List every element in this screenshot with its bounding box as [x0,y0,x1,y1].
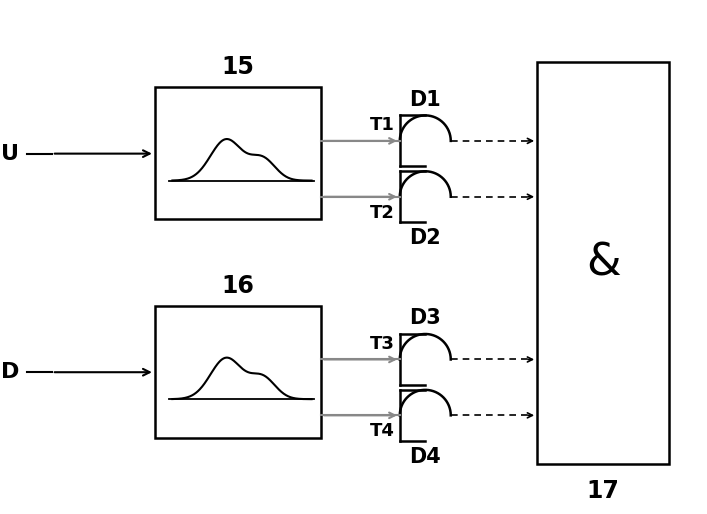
Text: D3: D3 [409,308,441,328]
Text: &: & [586,242,621,285]
Bar [155,87,322,219]
Text: T4: T4 [370,422,395,440]
Text: T3: T3 [370,335,395,353]
Text: T1: T1 [370,116,395,134]
Text: 17: 17 [587,479,619,503]
Text: D: D [1,362,20,382]
Text: D4: D4 [409,447,441,467]
Text: D1: D1 [409,89,441,109]
Bar [155,305,322,438]
Bar [537,63,670,464]
Text: 16: 16 [221,274,255,298]
Text: D2: D2 [409,228,441,248]
Text: U: U [1,143,20,163]
Text: T2: T2 [370,204,395,222]
Text: 15: 15 [221,55,255,79]
